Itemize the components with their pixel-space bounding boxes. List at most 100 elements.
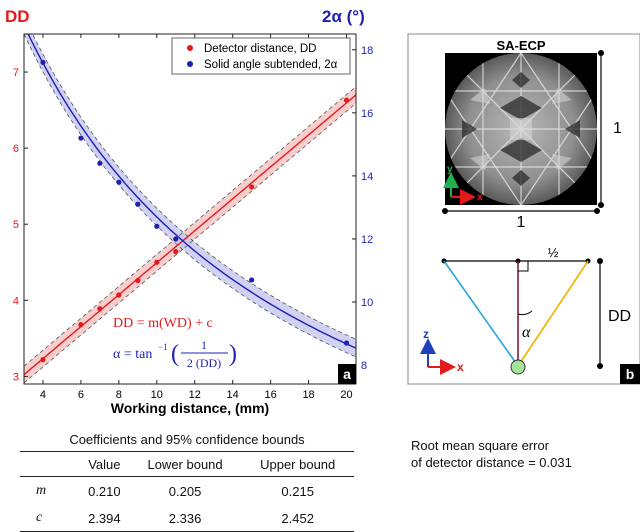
z-axis-label: z [423,327,429,341]
panel-b: SA-ECP [407,33,640,385]
right-tick-label: 14 [361,171,373,183]
alpha-band-upper [32,34,356,340]
equation-paren-left: ( [171,341,179,367]
alpha-data-point [154,223,160,229]
alpha-data-point [78,135,84,141]
left-tick-label: 5 [13,219,19,231]
left-tick-label: 6 [13,143,19,155]
alpha-data-point [116,179,122,185]
table-row: m 0.210 0.205 0.215 [20,477,354,505]
data-points [40,59,350,363]
x-tick-label: 8 [116,389,122,401]
left-ray [443,260,519,367]
panel-a: DD 2α (°) 4 6 8 10 12 14 16 18 20 3 4 5 6 7 8 10 12 14 1… [5,7,373,416]
dd-fit-line [24,94,356,376]
panel-a-label: a [343,366,351,382]
plot-frame [23,33,357,385]
angle-label: α [522,324,531,341]
ecp-title: SA-ECP [496,38,545,53]
x-axis-label: Working distance, (mm) [111,400,269,416]
equation-paren-right: ) [229,341,237,367]
alpha-data-point [249,277,255,283]
alpha-data-point [97,160,103,166]
alpha-confidence-band [24,34,356,357]
x-tick-label: 14 [227,389,239,401]
half-width-label: ½ [548,245,559,260]
alpha-fit-line [27,34,356,349]
x-tick-label: 12 [189,389,201,401]
right-angle-mark [518,261,529,272]
dd-data-point [78,322,84,328]
coefficient-symbol: c [20,504,80,532]
dd-band-upper [24,86,356,367]
dd-dimension-label: DD [608,308,631,325]
ecp-y-label: y [447,164,453,175]
legend-entry-alpha: Solid angle subtended, 2α [204,59,338,71]
equation-alpha-num: 1 [201,338,207,352]
table-header-cell: Lower bound [128,451,242,477]
legend-marker-alpha [187,61,193,67]
legend-box [171,37,351,75]
dd-band-lower [24,102,356,384]
x-tick-label: 6 [78,389,84,401]
fit-lines [24,34,356,384]
figure: DD 2α (°) 4 6 8 10 12 14 16 18 20 3 4 5 6 7 8 10 12 14 1… [5,7,640,416]
right-tick-label: 12 [361,234,373,246]
alpha-data-point [173,236,179,242]
coefficient-upper: 2.452 [241,504,354,532]
equation-alpha-prefix: α = tan [113,347,152,362]
right-tick-label: 18 [361,45,373,57]
right-tick-label: 8 [361,360,367,372]
equation-dd: DD = m(WD) + c [113,316,213,331]
rmse-line-1: Root mean square error [411,438,550,453]
x-tick-label: 16 [265,389,277,401]
dd-data-point [116,292,122,298]
x-tick-label: 18 [302,389,314,401]
right-tick-label: 16 [361,108,373,120]
dd-data-point [135,277,141,284]
right-axis-ticks: 8 10 12 14 16 18 [352,45,373,372]
left-tick-label: 4 [13,295,19,307]
table-header-cell: Value [80,451,129,477]
coefficient-value: 0.210 [88,483,121,499]
beam-source [510,359,526,375]
right-tick-label: 10 [361,297,373,309]
x-axis-label-b: x [457,360,464,374]
equation-alpha: α = tan −1 ( 1 2 (DD) ) [113,338,237,370]
legend: Detector distance, DD Solid angle subten… [171,37,351,75]
alpha-data-point [343,340,350,346]
dd-data-point [154,259,160,265]
right-axis-title: 2α (°) [322,7,365,26]
table-header-cell [20,451,80,477]
x-tick-label: 10 [151,389,163,401]
table-row: c 2.394 2.336 2.452 [20,504,354,532]
dd-data-point [97,306,103,312]
coefficient-symbol: m [36,483,47,498]
rmse-note: Root mean square error of detector dista… [411,437,572,471]
right-ray [517,260,589,367]
coefficient-lower: 0.205 [168,483,202,499]
alpha-band-lower [24,34,356,358]
alpha-data-point [40,59,46,65]
coefficients-title: Coefficients and 95% confidence bounds [69,432,305,447]
dd-data-point [173,249,179,255]
left-axis-title: DD [5,7,30,26]
panel-b-label: b [626,366,635,382]
angle-arc [517,310,533,316]
panel-b-frame [407,33,640,385]
x-tick-label: 4 [40,389,46,401]
alpha-data-point [135,201,141,207]
height-dimension-label: 1 [613,120,622,137]
ecp-pattern-image [445,53,597,205]
table-header-row: Value Lower bound Upper bound [20,451,354,477]
equation-alpha-den: 2 (DD) [187,356,221,370]
coefficient-upper: 0.215 [281,483,314,499]
legend-marker-dd [187,45,193,51]
legend-entry-dd: Detector distance, DD [204,43,317,55]
left-axis-ticks: 3 4 5 6 7 [13,67,28,383]
rmse-line-2: of detector distance = 0.031 [411,455,572,470]
equation-alpha-sup: −1 [158,342,168,352]
panel-a-label-box [338,364,356,384]
x-tick-label: 20 [340,389,352,401]
dd-data-point [343,97,350,103]
